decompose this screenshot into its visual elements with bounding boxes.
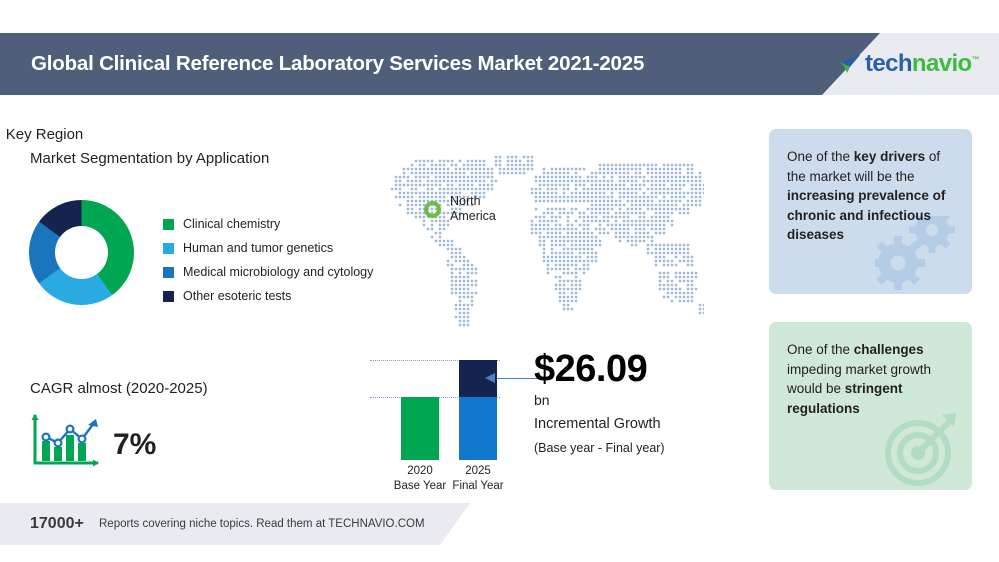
header-dark-band — [0, 33, 880, 95]
donut-hole — [55, 226, 108, 279]
header-bar: Global Clinical Reference Laboratory Ser… — [0, 33, 999, 95]
legend-label: Medical microbiology and cytology — [183, 265, 374, 279]
legend-item: Other esoteric tests — [163, 284, 373, 308]
emphasis-text: stringent regulations — [787, 381, 903, 416]
bar-2020-base — [401, 397, 439, 460]
challenges-text: One of the challenges impeding market gr… — [769, 322, 972, 418]
body-text: One of the — [787, 149, 854, 164]
incremental-growth-value: $26.09 — [534, 348, 648, 390]
incremental-growth-subtitle: (Base year - Final year) — [534, 441, 665, 455]
cagr-value: 7% — [113, 428, 157, 461]
north-america-label: North America — [450, 194, 496, 224]
target-icon — [885, 413, 956, 486]
incremental-growth-bar-chart: 2020 Base Year 2025 Final Year — [370, 350, 690, 495]
cagr-title: CAGR almost (2020-2025) — [30, 380, 208, 397]
bar-label-2020: 2020 Base Year — [380, 464, 460, 494]
logo-text-tech: tech — [864, 50, 913, 77]
gridline-top — [370, 360, 500, 361]
bar-2025-base — [459, 397, 497, 460]
key-drivers-card[interactable]: One of the key drivers of the market wil… — [769, 129, 972, 294]
legend-label: Clinical chemistry — [183, 217, 281, 231]
bar-chart-trend-icon — [31, 414, 99, 467]
emphasis-text: key drivers — [853, 149, 926, 164]
footer-report-count: 17000+ — [30, 515, 84, 532]
challenges-card[interactable]: One of the challenges impeding market gr… — [769, 322, 972, 490]
segmentation-title: Market Segmentation by Application — [30, 150, 270, 167]
world-dot-map — [374, 155, 704, 330]
logo-trademark: ™ — [971, 55, 980, 64]
logo-text-navio: navio — [911, 50, 972, 77]
bar-label-2025: 2025 Final Year — [438, 464, 518, 494]
legend-swatch-1 — [163, 242, 174, 254]
footer-tagline: Reports covering niche topics. Read them… — [99, 518, 425, 530]
technavio-logo[interactable]: technavio™ — [839, 33, 980, 95]
page-title: Global Clinical Reference Laboratory Ser… — [31, 52, 645, 75]
legend-swatch-3 — [163, 290, 174, 302]
legend-swatch-0 — [163, 218, 174, 230]
legend-swatch-2 — [163, 266, 174, 278]
footer-banner — [0, 503, 470, 545]
emphasis-text: increasing prevalence of chronic and inf… — [787, 188, 946, 242]
bar-label-2020-sub: Base Year — [393, 480, 447, 492]
bar-label-2025-sub: Final Year — [452, 480, 504, 492]
callout-arrow-icon — [485, 373, 495, 383]
paper-plane-icon — [839, 55, 860, 73]
bar-label-2025-year: 2025 — [465, 465, 491, 477]
legend-label: Other esoteric tests — [183, 289, 292, 303]
body-text: of the market will be the — [787, 149, 941, 184]
callout-line — [497, 378, 553, 379]
gears-icon — [875, 216, 955, 290]
incremental-growth-description: Incremental Growth — [534, 416, 661, 432]
bar-label-2020-year: 2020 — [407, 465, 433, 477]
north-america-marker-icon[interactable] — [424, 201, 441, 218]
segmentation-legend: Clinical chemistry Human and tumor geneti… — [163, 212, 373, 308]
legend-item: Human and tumor genetics — [163, 236, 373, 260]
body-text: impeding market growth would be — [787, 361, 932, 397]
map-title-text: Key Region — [5, 126, 84, 143]
region-label-line1: North — [450, 194, 481, 208]
incremental-growth-unit: bn — [534, 392, 550, 408]
legend-item: Medical microbiology and cytology — [163, 260, 373, 284]
legend-label: Human and tumor genetics — [183, 241, 334, 255]
legend-item: Clinical chemistry — [163, 212, 373, 236]
region-label-line2: America — [450, 209, 496, 223]
key-drivers-text: One of the key drivers of the market wil… — [769, 129, 972, 245]
emphasis-text: challenges — [853, 342, 924, 357]
body-text: One of the — [787, 342, 854, 357]
